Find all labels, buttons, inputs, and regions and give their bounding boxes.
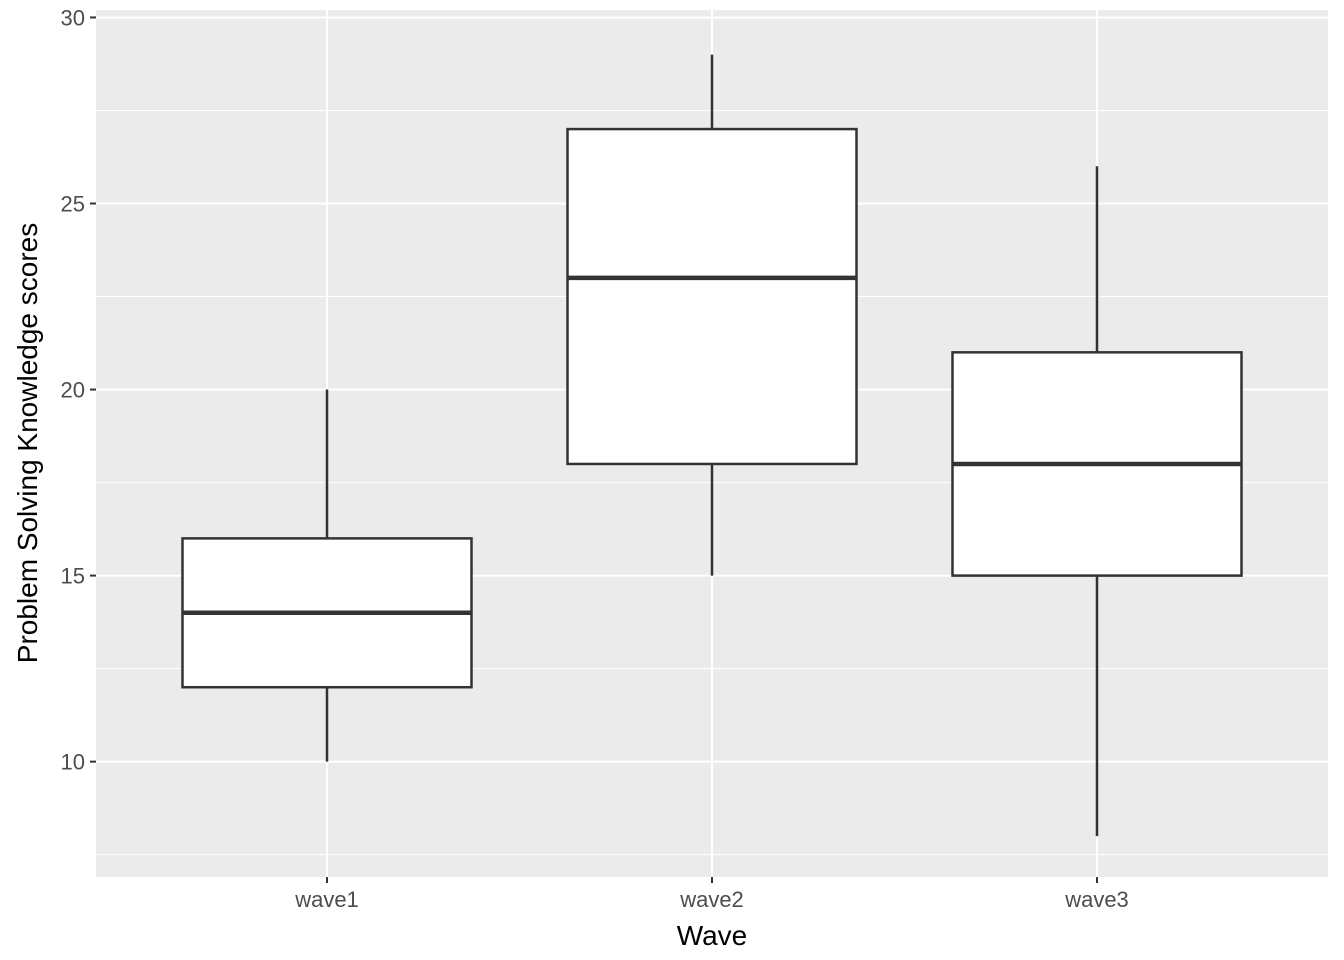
x-tick-label-wave3: wave3 <box>1064 887 1129 912</box>
y-axis-title: Problem Solving Knowledge scores <box>12 222 43 664</box>
y-tick-label: 20 <box>61 378 85 403</box>
x-tick-label-wave2: wave2 <box>679 887 744 912</box>
y-tick-label: 15 <box>61 564 85 589</box>
y-tick-label: 25 <box>61 191 85 216</box>
x-tick-label-wave1: wave1 <box>294 887 359 912</box>
box-wave2 <box>566 127 858 466</box>
y-tick-label: 10 <box>61 750 85 775</box>
y-tick-label: 30 <box>61 5 85 30</box>
x-axis-title: Wave <box>676 920 748 951</box>
